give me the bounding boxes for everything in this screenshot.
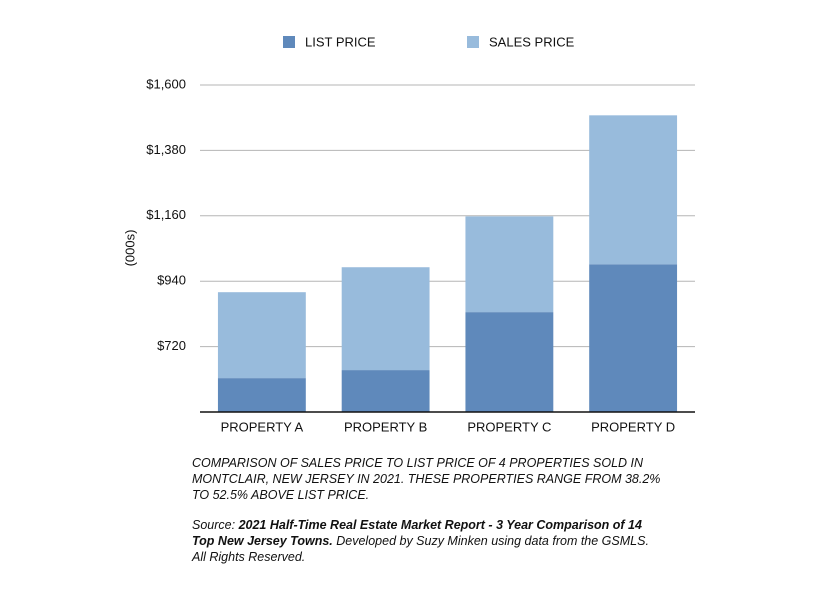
bar-segment — [465, 216, 554, 313]
y-tick-label: $720 — [157, 338, 186, 353]
source-line: Top New Jersey Towns. Developed by Suzy … — [192, 534, 649, 548]
y-axis-label: (000s) — [122, 230, 137, 267]
bar-segment — [589, 115, 678, 265]
y-tick-label: $1,600 — [146, 76, 186, 91]
source-segment: Top New Jersey Towns. — [192, 534, 333, 548]
legend-swatch — [283, 36, 295, 48]
bar-segment — [217, 292, 306, 379]
caption-line: COMPARISON OF SALES PRICE TO LIST PRICE … — [192, 456, 644, 470]
y-tick-label: $940 — [157, 273, 186, 288]
caption-line: TO 52.5% ABOVE LIST PRICE. — [192, 488, 369, 502]
bar-segment — [589, 264, 678, 412]
bar-segment — [217, 378, 306, 412]
source-segment: 2021 Half-Time Real Estate Market Report… — [238, 518, 642, 532]
caption-line: MONTCLAIR, NEW JERSEY IN 2021. THESE PRO… — [192, 472, 660, 486]
x-tick-label: PROPERTY C — [467, 419, 551, 434]
y-tick-label: $1,380 — [146, 142, 186, 157]
x-tick-label: PROPERTY A — [221, 419, 304, 434]
source-line: Source: 2021 Half-Time Real Estate Marke… — [192, 518, 642, 532]
source-segment: All Rights Reserved. — [191, 550, 305, 564]
source-segment: Developed by Suzy Minken using data from… — [333, 534, 649, 548]
x-tick-label: PROPERTY D — [591, 419, 675, 434]
legend-swatch — [467, 36, 479, 48]
bar-segment — [341, 370, 430, 412]
source-segment: Source: — [192, 518, 239, 532]
source-line: All Rights Reserved. — [191, 550, 305, 564]
y-tick-label: $1,160 — [146, 207, 186, 222]
x-tick-label: PROPERTY B — [344, 419, 427, 434]
legend-label: SALES PRICE — [489, 34, 575, 49]
legend-label: LIST PRICE — [305, 34, 376, 49]
bar-segment — [465, 312, 554, 412]
bar-segment — [341, 267, 430, 371]
